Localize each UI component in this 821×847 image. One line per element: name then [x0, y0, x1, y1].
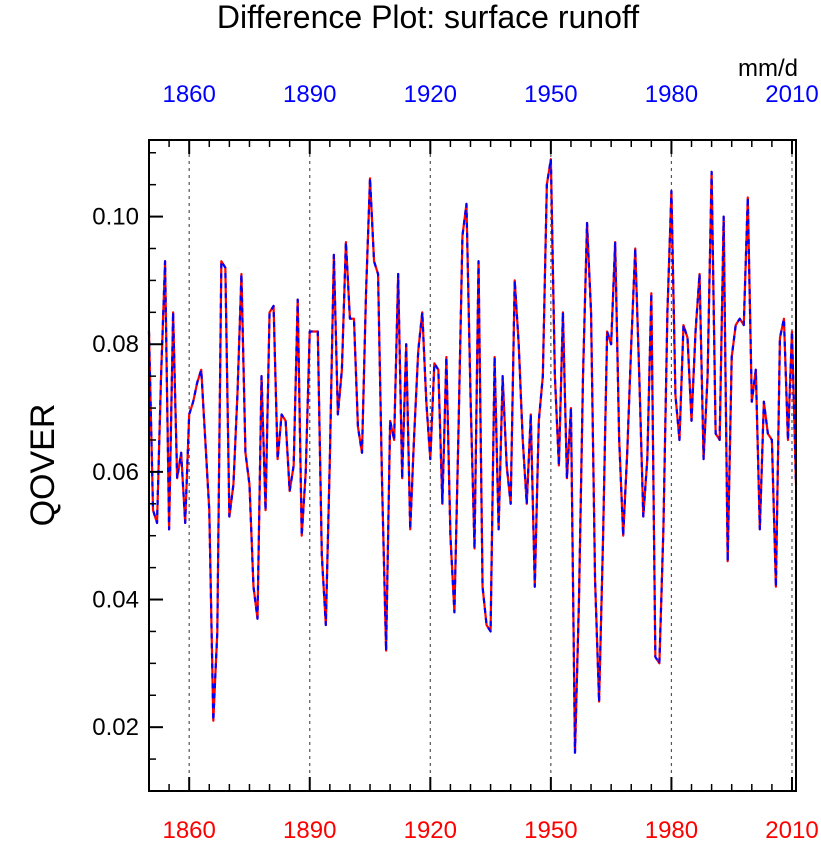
chart-title: Difference Plot: surface runoff — [217, 0, 639, 35]
y-axis-label: QOVER — [24, 404, 62, 527]
units-label: mm/d — [738, 55, 798, 82]
x-tick-label-bottom: 1890 — [283, 817, 336, 844]
series-line-1 — [147, 158, 798, 754]
y-tick-label: 0.06 — [92, 459, 139, 486]
x-tick-label-top: 1980 — [645, 81, 698, 108]
x-tick-label-top: 1950 — [524, 81, 577, 108]
x-tick-label-bottom: 2010 — [765, 817, 818, 844]
data-series — [147, 158, 798, 754]
x-tick-label-bottom: 1950 — [524, 817, 577, 844]
x-tick-label-bottom: 1920 — [404, 817, 457, 844]
tick-labels: 0.02 0.04 0.06 0.08 0.10 1860 1860 1890 1890 1920… — [92, 81, 818, 844]
x-tick-label-top: 1890 — [283, 81, 336, 108]
grid-lines — [188, 140, 793, 791]
plot-frame — [148, 139, 797, 792]
x-tick-label-bottom: 1980 — [645, 817, 698, 844]
y-tick-label: 0.10 — [92, 204, 139, 231]
x-tick-label-top: 1860 — [162, 81, 215, 108]
y-tick-label: 0.08 — [92, 331, 139, 358]
x-tick-label-top: 1920 — [404, 81, 457, 108]
y-tick-label: 0.02 — [92, 714, 139, 741]
x-tick-label-top: 2010 — [765, 81, 818, 108]
y-tick-label: 0.04 — [92, 587, 139, 614]
axis-ticks — [148, 140, 793, 792]
x-tick-label-bottom: 1860 — [162, 817, 215, 844]
